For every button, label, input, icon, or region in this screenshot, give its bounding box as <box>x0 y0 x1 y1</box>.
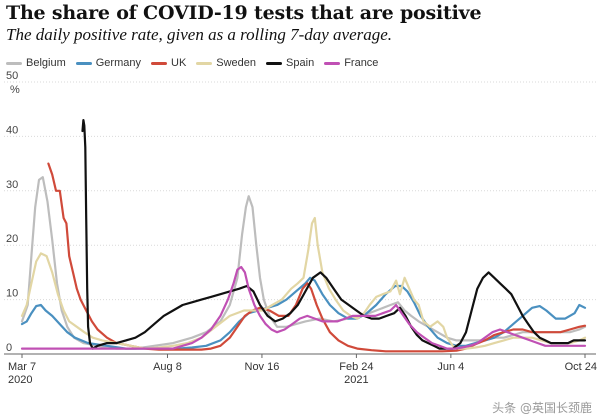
y-axis-unit: % <box>10 84 20 96</box>
x-tick-label: Feb 24 <box>339 361 373 373</box>
legend-label: Germany <box>95 57 141 69</box>
x-tick-label: Mar 7 <box>8 361 36 373</box>
chart-subtitle: The daily positive rate, given as a roll… <box>6 25 393 44</box>
legend-item-germany: Germany <box>75 57 141 69</box>
y-tick-label: 50 <box>6 70 18 82</box>
legend-label: UK <box>171 57 187 69</box>
series-line-france <box>20 265 587 350</box>
legend-label: Spain <box>286 57 315 69</box>
legend-swatch <box>266 61 283 65</box>
legend-item-sweden: Sweden <box>196 57 256 69</box>
y-tick-label: 0 <box>6 342 12 354</box>
y-tick-label: 10 <box>6 288 18 300</box>
series-line-sweden <box>20 216 587 350</box>
legend-swatch <box>196 61 213 65</box>
y-tick-label: 40 <box>6 124 18 136</box>
y-tick-label: 30 <box>6 179 18 191</box>
series-line-spain <box>81 119 587 350</box>
x-tick-label: Oct 24 <box>565 361 597 373</box>
legend-label: Belgium <box>26 57 66 69</box>
chart-legend: Belgium Germany UK Sweden Spain France <box>6 57 378 69</box>
legend-item-spain: Spain <box>266 57 314 69</box>
legend-label: France <box>344 57 379 69</box>
legend-swatch <box>75 61 92 65</box>
legend-item-france: France <box>324 57 378 69</box>
legend-swatch <box>151 61 167 65</box>
chart-title: The share of COVID-19 tests that are pos… <box>6 2 482 24</box>
x-tick-label: Aug 8 <box>153 361 182 373</box>
series-line-belgium <box>20 176 587 350</box>
legend-swatch <box>6 61 22 65</box>
legend-label: Sweden <box>216 57 257 69</box>
legend-swatch <box>324 61 341 65</box>
x-tick-year-label: 2020 <box>8 374 32 386</box>
series-line-uk <box>47 162 587 353</box>
watermark: 头条 @英国长颈鹿 <box>492 401 592 415</box>
x-tick-label: Nov 16 <box>245 361 280 373</box>
legend-item-belgium: Belgium <box>6 57 66 69</box>
y-tick-label: 20 <box>6 233 18 245</box>
legend-item-uk: UK <box>151 57 186 69</box>
x-tick-label: Jun 4 <box>437 361 464 373</box>
x-tick-year-label: 2021 <box>344 374 368 386</box>
